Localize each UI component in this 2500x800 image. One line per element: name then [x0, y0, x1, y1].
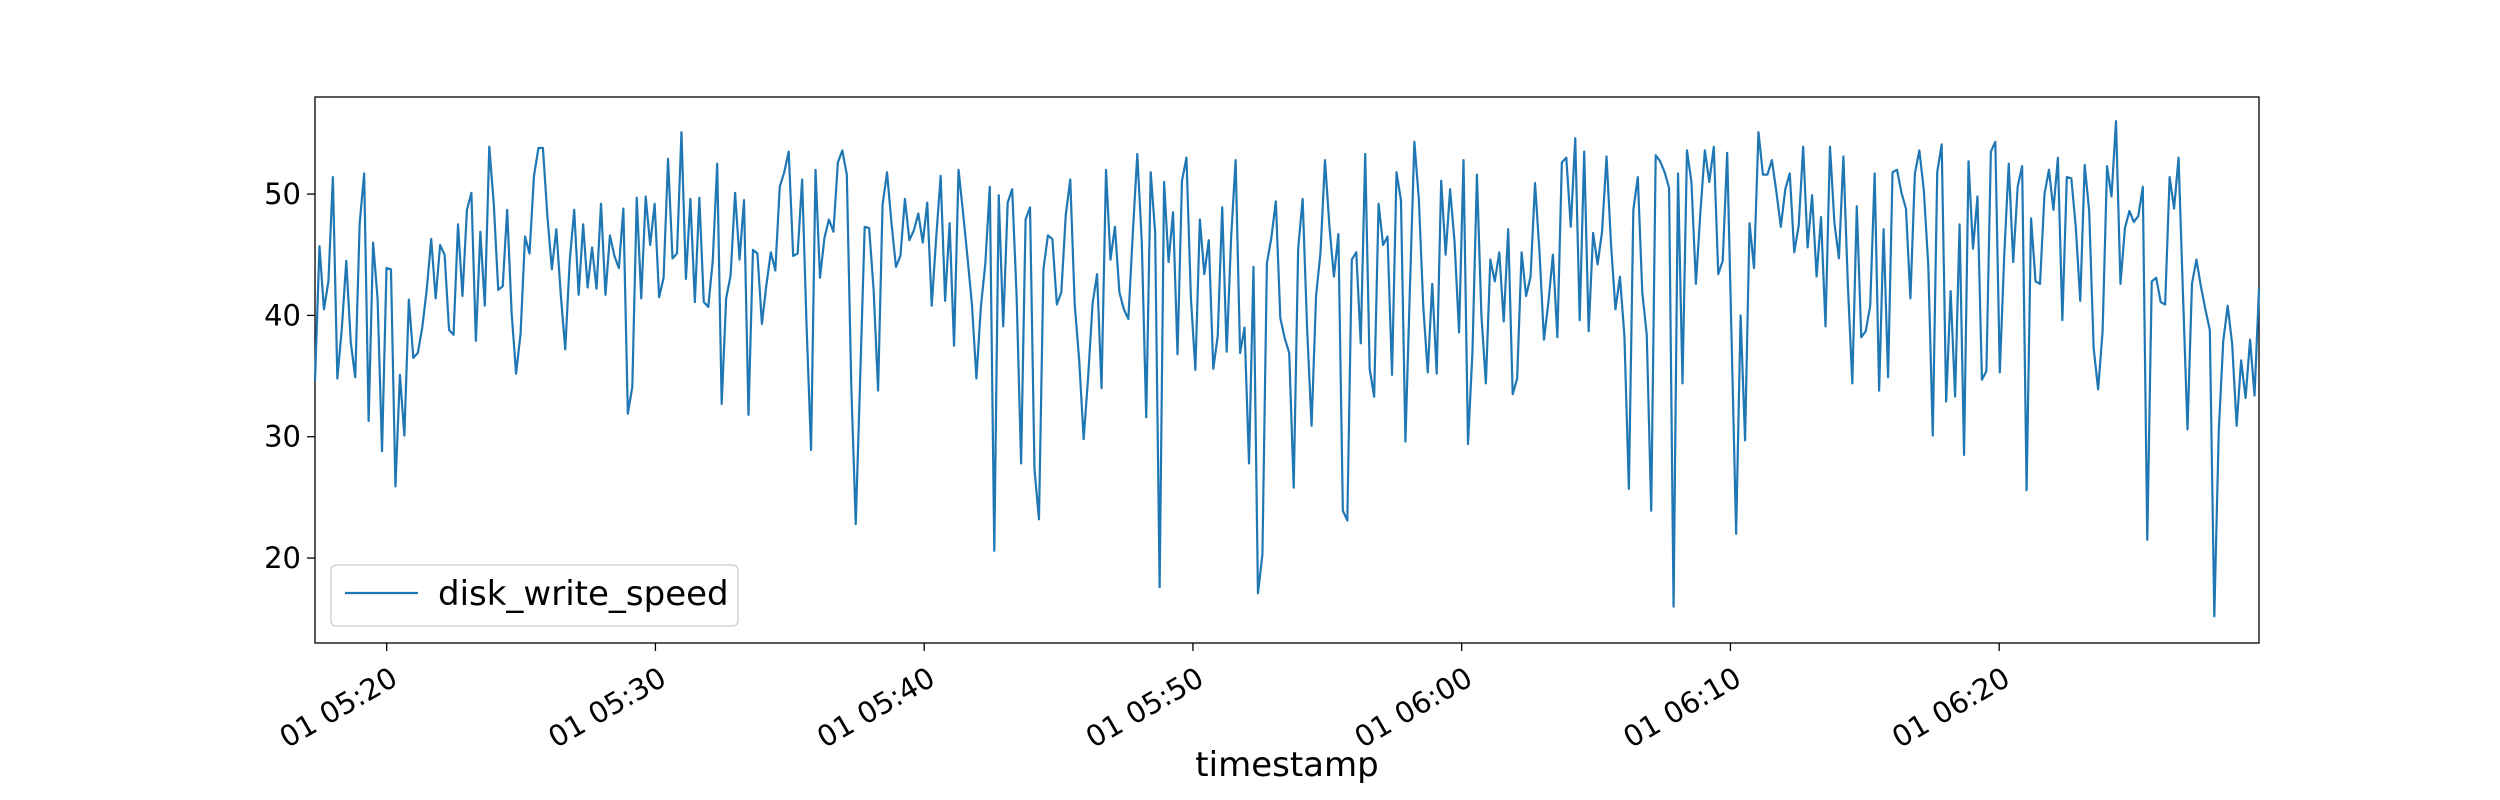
- x-tick-label: 01 06:00: [1349, 660, 1478, 754]
- x-axis-label: timestamp: [1195, 745, 1378, 785]
- series-line-disk-write-speed: [313, 120, 2261, 618]
- legend: disk_write_speed: [330, 564, 739, 627]
- y-tick-label: 30: [264, 420, 301, 454]
- x-tick-label: 01 05:40: [811, 660, 940, 754]
- plot-frame: [314, 96, 2260, 644]
- y-tick-label: 40: [264, 298, 301, 332]
- plot-area: [313, 96, 2261, 644]
- x-tick-label: 01 05:20: [274, 660, 403, 754]
- legend-frame: [330, 564, 739, 627]
- x-axis: 01 05:20 01 05:30 01 05:40 01 05:50 01 06:00…: [274, 643, 2015, 755]
- x-tick-label: 01 06:10: [1617, 660, 1746, 754]
- x-tick-label: 01 05:50: [1080, 660, 1209, 754]
- y-tick-label: 20: [264, 541, 301, 575]
- x-tick-label: 01 06:20: [1886, 660, 2015, 754]
- x-tick-label: 01 05:30: [542, 660, 671, 754]
- y-tick-label: 50: [264, 177, 301, 211]
- y-axis: 20 30 40 50: [264, 177, 315, 575]
- legend-label: disk_write_speed: [438, 574, 729, 614]
